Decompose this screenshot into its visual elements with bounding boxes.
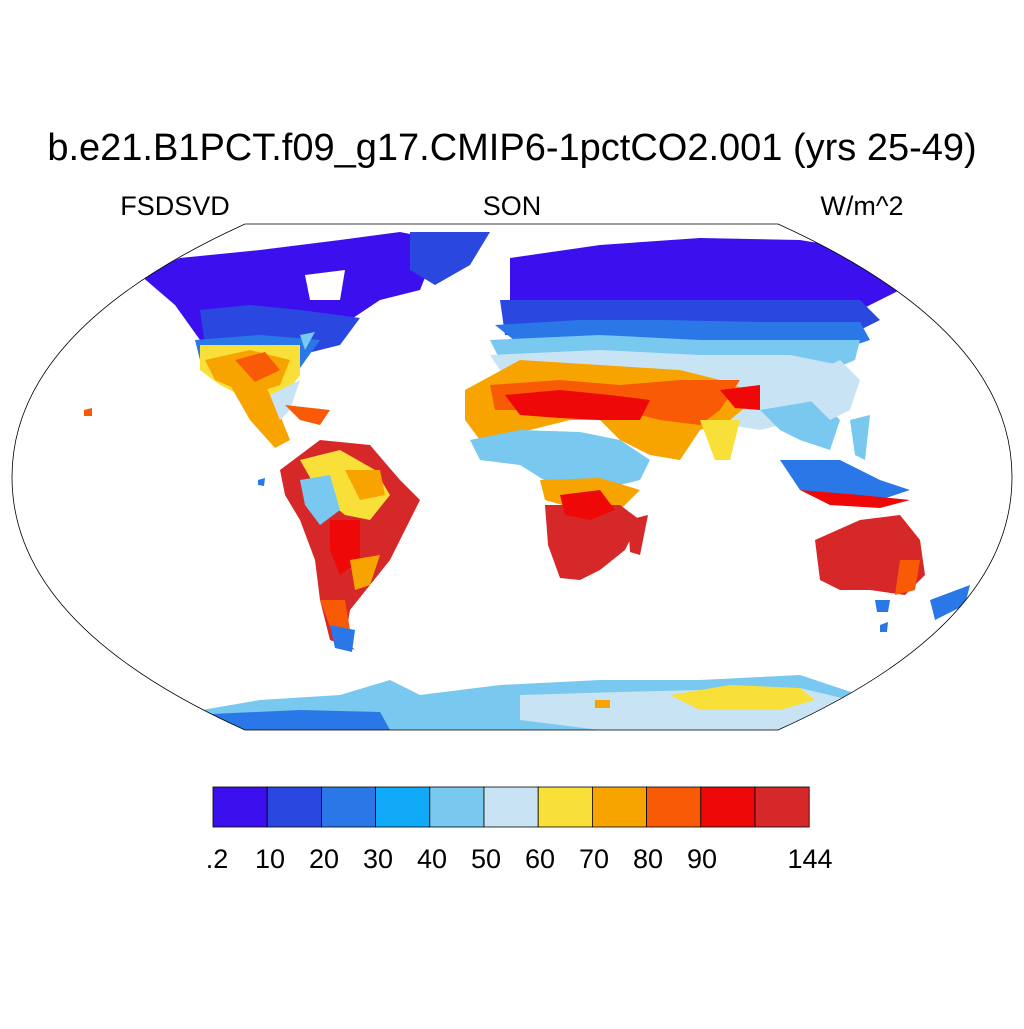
colorbar-swatch: [537, 786, 593, 828]
colorbar-tick-label: 80: [633, 844, 663, 874]
globe-outline: [11, 223, 1013, 731]
colorbar-tick-label: 70: [579, 844, 609, 874]
colorbar-swatch: [266, 786, 322, 828]
colorbar-swatch: [592, 786, 648, 828]
season-label: SON: [483, 191, 542, 221]
colorbar-swatch: [320, 786, 376, 828]
land-eurasia-africa: [465, 238, 910, 580]
colorbar-tick-label: 50: [471, 844, 501, 874]
land-south-america: [280, 440, 420, 652]
land-antarctica: [190, 675, 860, 730]
map-area: [12, 224, 1012, 730]
colorbar-swatch: [483, 786, 539, 828]
figure-title: b.e21.B1PCT.f09_g17.CMIP6-1pctCO2.001 (y…: [47, 127, 976, 169]
colorbar-swatch: [700, 786, 756, 828]
units-label: W/m^2: [820, 191, 903, 221]
colorbar-tick-label: 10: [255, 844, 285, 874]
colorbar-swatch: [754, 786, 810, 828]
colorbar-swatch: [212, 786, 268, 828]
land-north-america: [140, 232, 490, 448]
land-islands: [84, 408, 888, 632]
colorbar-tick-label: 90: [687, 844, 717, 874]
colorbar-swatch: [375, 786, 431, 828]
colorbar-swatch: [646, 786, 702, 828]
colorbar-tick-label: 40: [417, 844, 447, 874]
colorbar: [212, 786, 810, 828]
colorbar-labels: .2 10 20 30 40 50 60 70 80 90 144: [206, 844, 833, 874]
colorbar-tick-label: .2: [206, 844, 229, 874]
variable-label: FSDSVD: [120, 191, 230, 221]
colorbar-tick-label: 20: [309, 844, 339, 874]
colorbar-swatch: [429, 786, 485, 828]
land-australia: [815, 515, 970, 620]
colorbar-tick-label: 30: [363, 844, 393, 874]
colorbar-tick-label: 144: [787, 844, 832, 874]
colorbar-tick-label: 60: [525, 844, 555, 874]
